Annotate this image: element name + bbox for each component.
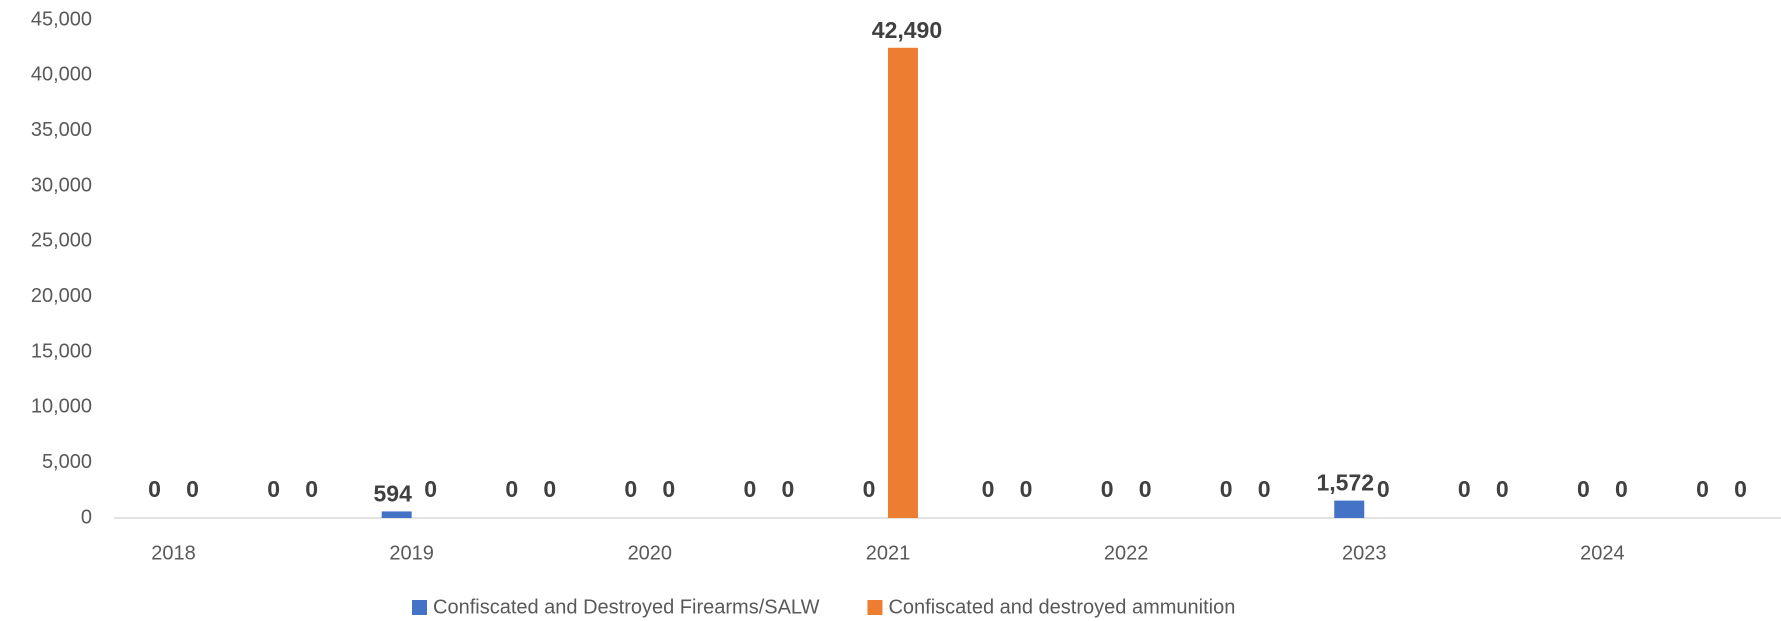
y-tick-label: 30,000: [31, 174, 92, 196]
value-label: 0: [1220, 476, 1233, 502]
value-label: 0: [267, 476, 280, 502]
y-tick-label: 5,000: [42, 451, 92, 473]
y-tick-label: 0: [81, 506, 92, 528]
value-label: 0: [1020, 476, 1033, 502]
x-tick-label: 2020: [628, 542, 673, 564]
value-label: 0: [624, 476, 637, 502]
value-label: 0: [424, 476, 437, 502]
value-label: 0: [543, 476, 556, 502]
y-tick-label: 15,000: [31, 340, 92, 362]
x-tick-label: 2019: [389, 542, 434, 564]
legend-label: Confiscated and destroyed ammunition: [888, 596, 1235, 618]
y-tick-label: 40,000: [31, 64, 92, 86]
value-label: 1,572: [1316, 470, 1374, 496]
value-label: 0: [1615, 476, 1628, 502]
value-label: 0: [186, 476, 199, 502]
value-label: 0: [662, 476, 675, 502]
value-label: 0: [1577, 476, 1590, 502]
value-label: 0: [1377, 476, 1390, 502]
value-label: 594: [373, 481, 412, 507]
value-label: 0: [1458, 476, 1471, 502]
value-label: 0: [1101, 476, 1114, 502]
value-label: 42,490: [872, 17, 942, 43]
bar: [381, 511, 412, 518]
value-label: 0: [505, 476, 518, 502]
legend-swatch: [867, 600, 883, 615]
y-tick-label: 25,000: [31, 230, 92, 252]
legend-swatch: [412, 600, 427, 615]
x-tick-label: 2018: [151, 542, 196, 564]
y-tick-label: 35,000: [31, 119, 92, 141]
x-tick-label: 2023: [1342, 542, 1387, 564]
value-label: 0: [1258, 476, 1271, 502]
legend-label: Confiscated and Destroyed Firearms/SALW: [433, 596, 820, 618]
bar: [887, 47, 918, 518]
value-label: 0: [1696, 476, 1709, 502]
bar: [1334, 500, 1365, 518]
value-label: 0: [982, 476, 995, 502]
y-tick-label: 10,000: [31, 396, 92, 418]
x-tick-label: 2021: [866, 542, 911, 564]
value-label: 0: [1734, 476, 1747, 502]
y-tick-label: 45,000: [31, 8, 92, 30]
value-label: 0: [781, 476, 794, 502]
value-label: 0: [148, 476, 161, 502]
value-label: 0: [305, 476, 318, 502]
value-label: 0: [1139, 476, 1152, 502]
y-tick-label: 20,000: [31, 285, 92, 307]
value-label: 0: [743, 476, 756, 502]
value-label: 0: [863, 476, 876, 502]
x-tick-label: 2024: [1580, 542, 1625, 564]
value-label: 0: [1496, 476, 1509, 502]
x-tick-label: 2022: [1104, 542, 1149, 564]
